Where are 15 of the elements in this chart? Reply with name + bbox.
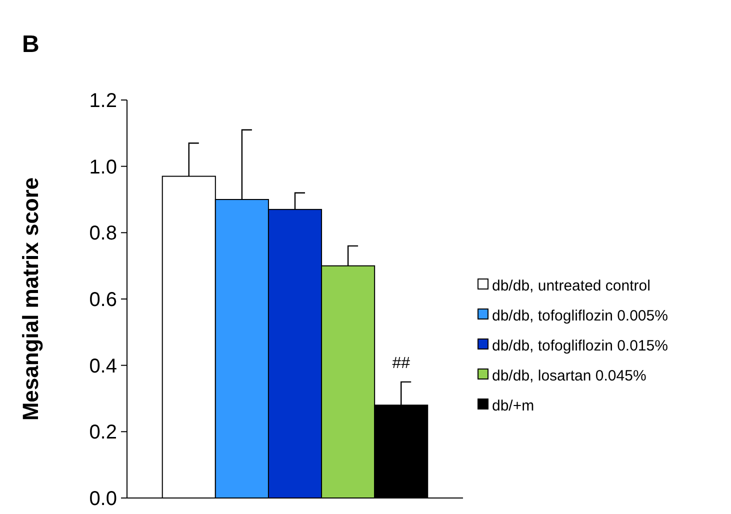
legend-label: db/db, tofogliflozin 0.005% <box>492 307 668 324</box>
y-tick-label: 0.4 <box>89 355 117 378</box>
chart-title: B <box>22 31 40 58</box>
legend-label: db/db, tofogliflozin 0.015% <box>492 337 668 354</box>
legend-label: db/db, untreated control <box>492 277 650 294</box>
annotation: ## <box>392 354 410 372</box>
y-tick-label: 0.6 <box>89 289 117 311</box>
y-tick-label: 0.8 <box>89 222 117 245</box>
y-tick-label: 1.2 <box>89 90 117 112</box>
legend-label: db/+m <box>492 397 534 414</box>
y-tick-label: 0.2 <box>89 422 117 444</box>
y-tick-label: 0.0 <box>89 488 117 510</box>
y-axis-title: Mesangial matrix score <box>18 177 43 421</box>
legend-label: db/db, losartan 0.045% <box>492 367 646 384</box>
y-tick-label: 1.0 <box>89 156 117 178</box>
